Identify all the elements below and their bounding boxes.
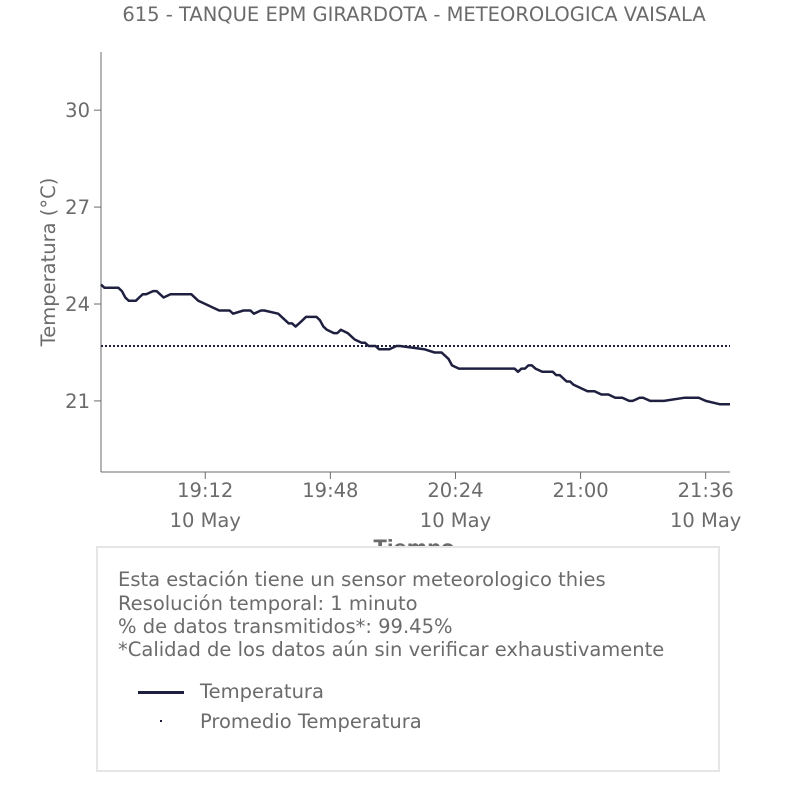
x-tick-label: 21:00 — [552, 479, 608, 502]
info-line-sensor: Esta estación tiene un sensor meteorolog… — [118, 568, 606, 591]
y-tick-label: 24 — [65, 293, 90, 316]
info-line-transmitted: % de datos transmitidos*: 99.45% — [118, 615, 453, 638]
legend-dot-swatch — [160, 720, 162, 722]
y-tick-label: 21 — [65, 390, 90, 413]
info-line-resolution: Resolución temporal: 1 minuto — [118, 592, 418, 615]
legend-label: Promedio Temperatura — [200, 710, 422, 733]
y-tick-label: 30 — [65, 99, 90, 122]
x-tick-label: 21:36 — [678, 479, 734, 502]
plot-area — [100, 283, 730, 406]
x-tick-date-label: 10 May — [670, 509, 741, 532]
x-tick-label: 19:48 — [302, 479, 358, 502]
series-line-temperatura — [100, 283, 730, 406]
legend-line-swatch — [138, 691, 184, 694]
info-line-quality-note: *Calidad de los datos aún sin verificar … — [118, 638, 665, 661]
y-axis-label: Temperatura (°C) — [37, 178, 60, 348]
x-tick-date-label: 10 May — [170, 509, 241, 532]
x-tick-date-label: 10 May — [420, 509, 491, 532]
info-box: Esta estación tiene un sensor meteorolog… — [96, 546, 720, 772]
x-tick-label: 20:24 — [427, 479, 483, 502]
x-tick-label: 19:12 — [177, 479, 233, 502]
chart-title: 615 - TANQUE EPM GIRARDOTA - METEOROLOGI… — [122, 3, 706, 26]
axes: 21 24 27 30 19:12 10 May 19:48 20:24 10 May 21:00… — [65, 52, 741, 532]
y-tick-label: 27 — [65, 196, 90, 219]
legend-label: Temperatura — [200, 680, 324, 703]
